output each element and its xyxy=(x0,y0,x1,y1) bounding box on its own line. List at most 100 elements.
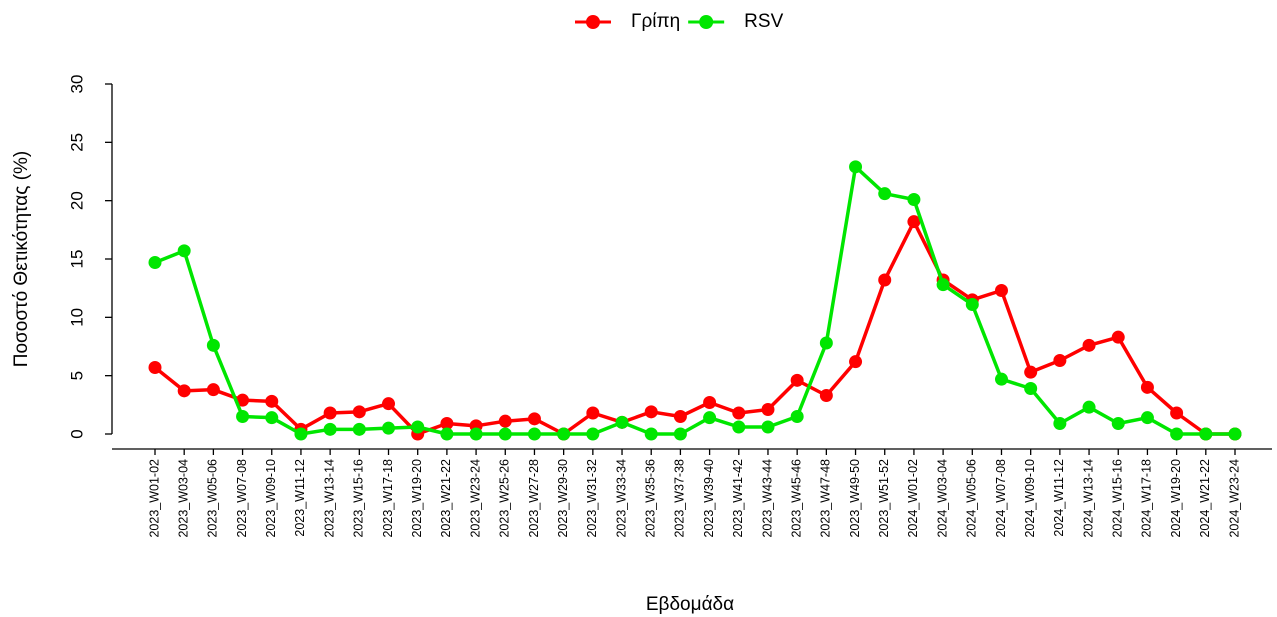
data-point xyxy=(819,389,833,402)
data-point xyxy=(644,405,658,419)
legend-label: Γρίπη xyxy=(631,11,680,32)
data-point xyxy=(586,406,600,420)
data-point xyxy=(411,420,425,434)
data-point xyxy=(819,336,833,350)
x-tick-label: 2023_W17-18 xyxy=(381,459,395,538)
data-point xyxy=(1199,427,1213,441)
x-tick-label: 2024_W19-20 xyxy=(1169,459,1183,538)
y-tick-label: 5 xyxy=(67,371,86,380)
x-tick-label: 2024_W23-24 xyxy=(1227,459,1241,538)
x-tick-label: 2024_W11-12 xyxy=(1052,459,1066,537)
data-point xyxy=(907,193,921,206)
data-point xyxy=(1140,380,1154,394)
series-line xyxy=(153,219,1235,436)
data-point xyxy=(994,372,1008,386)
x-tick-label: 2024_W09-10 xyxy=(1023,459,1037,538)
data-point xyxy=(615,415,629,429)
data-point xyxy=(265,394,279,408)
data-point xyxy=(732,406,746,420)
x-tick-label: 2024_W17-18 xyxy=(1140,459,1154,538)
data-point xyxy=(1140,411,1154,425)
x-tick-label: 2023_W15-16 xyxy=(352,459,366,538)
x-tick-label: 2023_W35-36 xyxy=(644,459,658,538)
data-point xyxy=(382,421,396,435)
x-tick-label: 2023_W31-32 xyxy=(585,459,599,538)
x-tick-label: 2023_W43-44 xyxy=(760,459,774,538)
data-point xyxy=(1024,382,1038,395)
x-tick-label: 2023_W41-42 xyxy=(731,459,745,538)
data-point xyxy=(703,411,717,425)
data-point xyxy=(790,410,804,423)
x-tick-label: 2024_W05-06 xyxy=(965,459,979,538)
data-point xyxy=(761,420,775,434)
x-tick-label: 2023_W29-30 xyxy=(556,459,570,538)
data-point xyxy=(761,403,775,416)
data-point xyxy=(1053,417,1067,430)
data-point xyxy=(732,420,746,434)
x-tick-label: 2023_W03-04 xyxy=(176,459,190,538)
x-tick-label: 2023_W05-06 xyxy=(206,459,220,538)
x-tick-label: 2024_W15-16 xyxy=(1111,459,1125,538)
data-point xyxy=(644,427,658,441)
data-point xyxy=(148,256,162,269)
x-tick-label: 2024_W21-22 xyxy=(1198,459,1212,538)
data-point xyxy=(148,361,162,374)
x-tick-label: 2023_W45-46 xyxy=(789,459,803,538)
x-tick-label: 2023_W49-50 xyxy=(848,459,862,538)
x-tick-label: 2024_W13-14 xyxy=(1081,459,1095,538)
legend-label: RSV xyxy=(744,11,783,32)
data-point xyxy=(236,410,250,423)
data-point xyxy=(1024,365,1038,379)
data-point xyxy=(265,411,279,425)
data-point xyxy=(557,427,571,441)
data-point xyxy=(294,427,308,441)
data-point xyxy=(849,160,863,174)
data-point xyxy=(1170,406,1184,420)
data-point xyxy=(1082,400,1096,414)
data-point xyxy=(1228,427,1242,441)
x-axis-label: Εβδομάδα xyxy=(646,594,734,615)
legend-marker xyxy=(699,15,714,29)
data-point xyxy=(206,383,220,397)
data-point xyxy=(1082,338,1096,352)
x-tick-label: 2023_W37-38 xyxy=(673,459,687,538)
x-tick-label: 2024_W01-02 xyxy=(906,459,920,538)
x-tick-label: 2023_W23-24 xyxy=(468,459,482,538)
legend-marker xyxy=(586,15,600,29)
data-point xyxy=(527,427,541,441)
data-point xyxy=(440,427,454,441)
data-point xyxy=(382,397,396,411)
data-point xyxy=(878,273,892,287)
x-tick-label: 2024_W03-04 xyxy=(935,459,949,538)
y-tick-label: 20 xyxy=(67,191,86,210)
data-point xyxy=(498,427,512,441)
x-tick-label: 2023_W51-52 xyxy=(877,459,891,538)
data-point xyxy=(673,427,687,441)
series-line xyxy=(154,165,1235,436)
x-tick-label: 2023_W13-14 xyxy=(322,459,336,538)
data-point xyxy=(352,405,366,419)
data-point xyxy=(994,284,1008,297)
x-tick-label: 2023_W33-34 xyxy=(614,459,628,538)
y-axis-label: Ποσοστό Θετικότητας (%) xyxy=(11,151,32,367)
data-point xyxy=(586,427,600,441)
x-tick-label: 2023_W27-28 xyxy=(527,459,541,538)
x-tick-label: 2023_W09-10 xyxy=(264,459,278,538)
x-tick-label: 2023_W11-12 xyxy=(293,459,307,537)
data-point xyxy=(206,338,220,352)
x-tick-label: 2023_W21-22 xyxy=(439,459,453,538)
data-point xyxy=(177,384,191,398)
data-point xyxy=(936,278,950,292)
data-point xyxy=(498,414,512,428)
data-point xyxy=(177,244,191,258)
x-tick-label: 2024_W07-08 xyxy=(994,459,1008,538)
data-point xyxy=(1170,427,1184,441)
data-point xyxy=(1111,417,1125,430)
data-point xyxy=(323,422,337,436)
y-tick-label: 25 xyxy=(67,133,86,152)
data-point xyxy=(1111,330,1125,344)
data-point xyxy=(527,412,541,426)
x-tick-label: 2023_W39-40 xyxy=(702,459,716,538)
x-tick-label: 2023_W07-08 xyxy=(235,459,249,538)
